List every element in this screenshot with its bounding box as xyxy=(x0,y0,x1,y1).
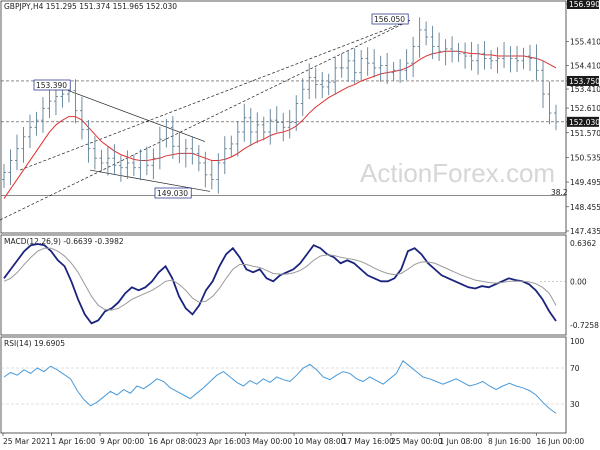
channel-line-lower xyxy=(0,20,411,221)
price-label-box xyxy=(33,79,71,91)
price-axis-label: 153.410 xyxy=(570,85,600,94)
price-axis-label: 147.435 xyxy=(570,227,600,236)
rsi-lines xyxy=(1,360,566,414)
price-axis-label: 154.410 xyxy=(570,61,600,70)
macd-axis-label: 0.6362 xyxy=(570,239,596,248)
rsi-panel xyxy=(0,336,567,434)
price-label-box xyxy=(371,13,409,25)
price-annotations: 153.390 149.030 156.050 xyxy=(33,13,409,199)
time-axis-label: 25 May 00:00 xyxy=(391,437,443,446)
time-axis-label: 16 Jun 00:00 xyxy=(537,437,585,446)
price-axis-label: 155.410 xyxy=(570,38,600,47)
price-axis-label: 151.570 xyxy=(570,129,600,138)
macd-lines xyxy=(3,243,557,325)
price-axis-label: 149.495 xyxy=(570,178,600,187)
wedge-line-upper xyxy=(67,90,206,142)
time-axis-label: 9 Apr 00:00 xyxy=(100,437,144,446)
rsi-panel-title: RSI(14) 19.6905 xyxy=(4,339,65,348)
price-tag-label: 152.030 xyxy=(569,118,600,127)
price-label-box xyxy=(154,187,192,199)
price-tag-box xyxy=(567,0,599,9)
time-axis-label: 10 May 08:00 xyxy=(294,437,346,446)
price-axis: 147.435 148.455 149.495 150.535 151.570 152.6… xyxy=(566,0,600,236)
rsi-axis-label: 70 xyxy=(570,364,580,373)
price-tag-label: 153.750 xyxy=(569,77,600,86)
rsi-line xyxy=(3,360,557,414)
price-label-text: 156.050 xyxy=(374,15,405,24)
fib-label: 38.2 xyxy=(551,188,568,197)
watermark: ActionForex.com xyxy=(360,158,555,188)
price-axis-label: 150.535 xyxy=(570,153,600,162)
macd-panel-title: MACD(12,26,9) -0.6639 -0.3982 xyxy=(4,237,124,246)
price-tag-box xyxy=(567,116,599,127)
macd-panel xyxy=(0,234,567,336)
time-axis-label: 25 Mar 2021 xyxy=(3,437,51,446)
sma-line xyxy=(3,50,557,199)
price-label-text: 153.390 xyxy=(36,81,67,90)
price-label-text: 149.030 xyxy=(157,189,188,198)
macd-axis: 0.6362 0.00 -0.7258 xyxy=(540,239,599,330)
time-axis-label: 1 Jun 08:00 xyxy=(440,437,483,446)
rsi-axis: 100 70 30 xyxy=(570,337,585,409)
price-tag-label: 156.990 xyxy=(569,0,600,9)
time-axis-label: 23 Apr 16:00 xyxy=(197,437,246,446)
time-axis-label: 1 Apr 16:00 xyxy=(52,437,96,446)
time-axis-label: 8 Jun 16:00 xyxy=(488,437,531,446)
macd-main-line xyxy=(3,243,557,325)
rsi-axis-label: 30 xyxy=(570,400,580,409)
time-axis-label: 17 May 16:00 xyxy=(343,437,395,446)
macd-signal-line xyxy=(3,247,557,311)
macd-axis-label: 0.00 xyxy=(570,277,587,286)
time-axis: 25 Mar 2021 1 Apr 16:00 9 Apr 00:00 16 Apr … xyxy=(2,433,585,446)
price-panel-title: GBPJPY,H4 151.295 151.374 151.965 152.03… xyxy=(4,2,177,11)
time-axis-label: 3 May 00:00 xyxy=(246,437,293,446)
rsi-axis-label: 100 xyxy=(570,337,585,346)
macd-axis-label: -0.7258 xyxy=(570,321,599,330)
price-tag-box xyxy=(567,75,599,86)
sma-path xyxy=(3,50,557,199)
time-axis-label: 16 Apr 08:00 xyxy=(149,437,198,446)
price-axis-label: 148.455 xyxy=(570,203,600,212)
price-bars xyxy=(2,17,558,194)
price-axis-label: 152.610 xyxy=(570,104,600,113)
